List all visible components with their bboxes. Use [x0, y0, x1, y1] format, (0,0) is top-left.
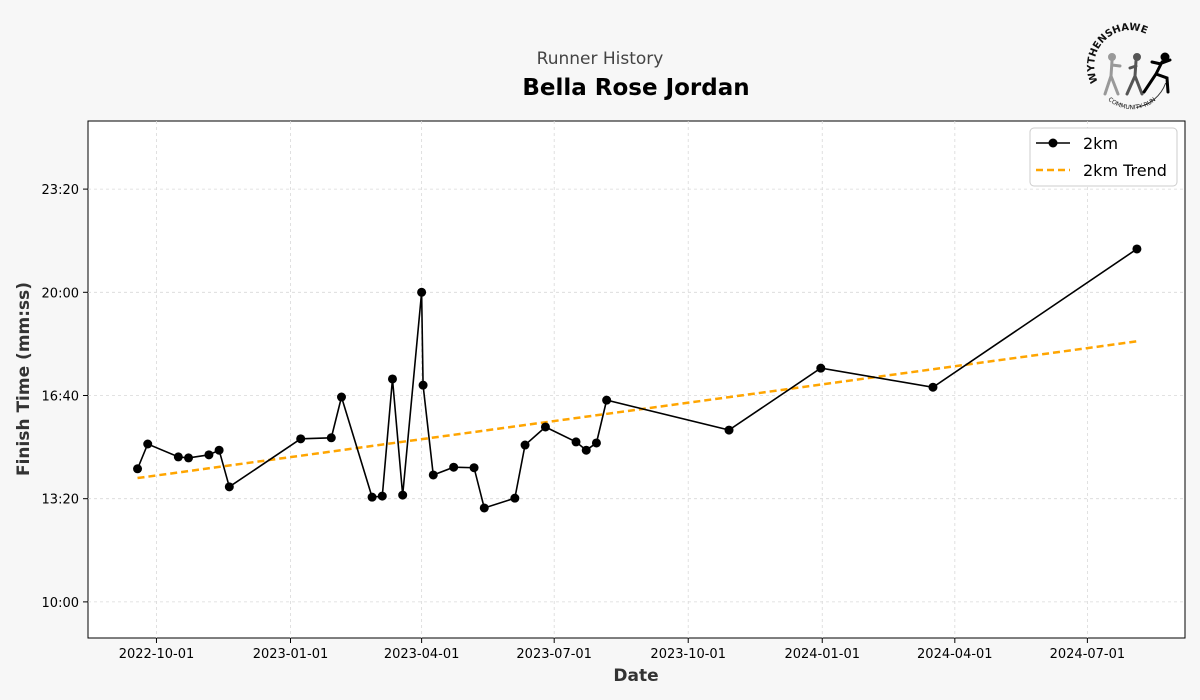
x-axis-label: Date: [613, 666, 658, 686]
data-point-2km: [387, 374, 397, 384]
x-tick-label: 2023-10-01: [650, 647, 726, 662]
data-point-2km: [928, 382, 938, 392]
y-tick-label: 16:40: [42, 389, 79, 404]
data-point-2km: [214, 445, 224, 455]
data-point-2km: [581, 445, 591, 455]
legend-marker-2km: [1048, 138, 1058, 148]
data-point-2km: [133, 464, 143, 474]
svg-text:COMMUNITY RUN: COMMUNITY RUN: [1107, 96, 1158, 111]
svg-text:WYTHENSHAWE: WYTHENSHAWE: [1086, 22, 1149, 85]
chart-subtitle: Runner History: [537, 49, 664, 69]
legend-label-2km: 2km: [1083, 134, 1118, 153]
data-point-2km: [469, 463, 479, 473]
data-point-2km: [367, 492, 377, 502]
data-point-2km: [1132, 244, 1142, 254]
y-axis-label: Finish Time (mm:ss): [14, 282, 34, 476]
chart-title: Bella Rose Jordan: [522, 75, 749, 101]
data-point-2km: [724, 425, 734, 435]
y-tick-label: 20:00: [42, 286, 79, 301]
x-tick-label: 2024-01-01: [784, 647, 860, 662]
data-point-2km: [224, 482, 234, 492]
data-point-2km: [173, 452, 183, 462]
data-point-2km: [184, 453, 194, 463]
data-point-2km: [418, 380, 428, 390]
data-point-2km: [816, 363, 826, 373]
data-point-2km: [326, 433, 336, 443]
data-point-2km: [204, 450, 214, 460]
trend-line: [137, 340, 1138, 480]
data-point-2km: [377, 491, 387, 501]
x-tick-label: 2024-07-01: [1050, 647, 1126, 662]
x-tick-label: 2023-07-01: [516, 647, 592, 662]
data-point-2km: [510, 493, 520, 503]
data-point-2km: [143, 439, 153, 449]
x-tick-label: 2023-04-01: [384, 647, 460, 662]
data-point-2km: [336, 392, 346, 402]
data-point-2km: [602, 395, 612, 405]
legend: 2km 2km Trend: [1029, 127, 1178, 187]
data-point-2km: [449, 462, 459, 472]
x-tick-label: 2022-10-01: [119, 647, 195, 662]
y-tick-label: 23:20: [42, 183, 79, 198]
data-point-2km: [520, 440, 530, 450]
x-tick-label: 2023-01-01: [253, 647, 329, 662]
data-point-2km: [428, 470, 438, 480]
data-point-2km: [398, 490, 408, 500]
plot-area: [87, 120, 1186, 639]
legend-label-trend: 2km Trend: [1083, 161, 1167, 180]
x-tick-label: 2024-04-01: [917, 647, 993, 662]
data-point-2km: [296, 434, 306, 444]
data-point-2km: [591, 438, 601, 448]
data-point-2km: [571, 437, 581, 447]
y-tick-label: 13:20: [42, 493, 79, 508]
logo: WYTHENSHAWE COMMUNITY RUN: [1086, 22, 1172, 111]
data-point-2km: [540, 422, 550, 432]
data-point-2km: [479, 503, 489, 513]
y-tick-label: 10:00: [42, 596, 79, 611]
data-point-2km: [417, 287, 427, 297]
